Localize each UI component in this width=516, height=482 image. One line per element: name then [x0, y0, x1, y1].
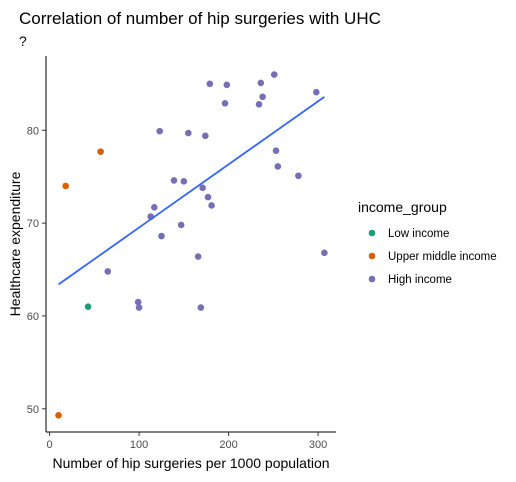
data-point-high-income	[270, 71, 278, 78]
trend-line	[58, 96, 325, 286]
data-point-upper-middle-income	[97, 148, 104, 155]
data-point-high-income	[156, 127, 163, 135]
data-point-high-income	[134, 298, 142, 306]
data-point-upper-middle-income	[62, 182, 69, 190]
data-point-high-income	[185, 129, 192, 137]
y-axis-label: Healthcare expenditure	[7, 171, 23, 316]
data-point-high-income	[194, 253, 202, 260]
data-point-high-income	[221, 100, 229, 107]
legend: income_group Low income Upper middle inco…	[358, 199, 497, 286]
x-tick-label: 200	[219, 439, 237, 451]
y-tick-label: 60	[27, 311, 39, 323]
data-point-high-income	[255, 100, 263, 108]
chart-title: Correlation of number of hip surgeries w…	[19, 9, 381, 28]
data-point-high-income	[151, 204, 158, 211]
data-point-high-income	[206, 80, 214, 88]
y-tick-label: 70	[27, 218, 39, 230]
data-point-high-income	[272, 147, 280, 154]
data-point-high-income	[295, 172, 302, 180]
x-tick-label: 300	[309, 439, 327, 451]
legend-label: Low income	[388, 228, 449, 240]
y-tick-label: 50	[27, 404, 39, 416]
data-point-high-income	[259, 93, 266, 101]
legend-label: Upper middle income	[388, 251, 497, 263]
data-point-high-income	[104, 268, 112, 275]
data-point-high-income	[257, 79, 265, 87]
data-point-high-income	[223, 81, 231, 89]
data-point-high-income	[177, 221, 185, 229]
data-point-high-income	[170, 177, 178, 184]
data-point-high-income	[321, 249, 328, 257]
legend-title: income_group	[358, 199, 447, 215]
x-tick-label: 100	[130, 439, 148, 451]
data-point-high-income	[313, 88, 320, 96]
data-point-high-income	[135, 304, 143, 311]
legend-key	[368, 229, 376, 237]
y-tick-label: 80	[27, 125, 39, 137]
data-point-high-income	[199, 184, 206, 192]
legend-label: High income	[388, 274, 452, 286]
data-point-high-income	[180, 178, 188, 185]
x-tick-label: 0	[47, 439, 53, 451]
data-point-high-income	[208, 202, 215, 209]
data-point-high-income	[202, 132, 209, 140]
x-axis-label: Number of hip surgeries per 1000 populat…	[52, 455, 329, 471]
legend-key	[368, 275, 376, 283]
chart-subtitle: ?	[19, 33, 27, 49]
data-point-upper-middle-income	[55, 411, 62, 419]
data-point-high-income	[274, 163, 282, 170]
legend-key	[368, 252, 376, 260]
data-point-high-income	[158, 232, 165, 240]
data-point-high-income	[197, 304, 205, 311]
data-point-high-income	[204, 193, 212, 201]
data-point-low-income	[84, 303, 92, 310]
plot-area: 0 100 200 300 50 60 70 80	[27, 56, 336, 451]
